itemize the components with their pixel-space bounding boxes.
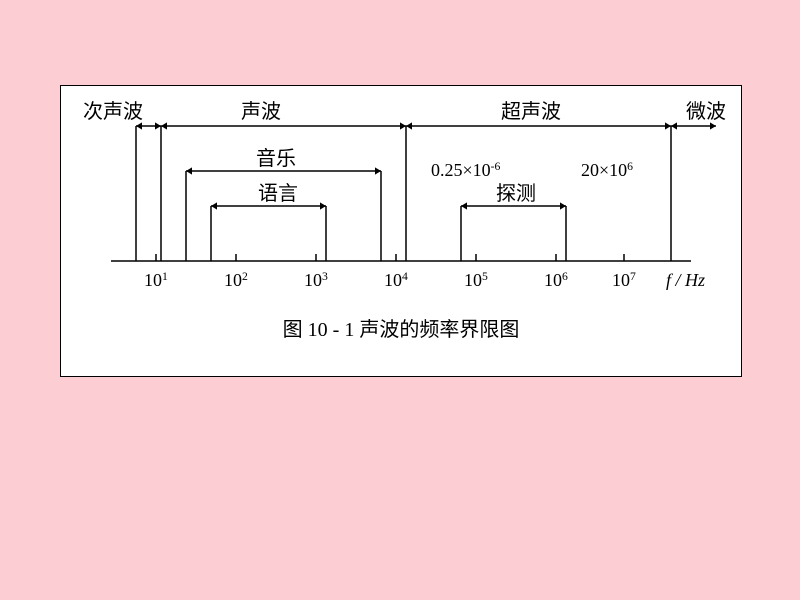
- region-label: 超声波: [501, 100, 561, 123]
- axis-tick-label: 102: [224, 270, 248, 291]
- axis-tick-label: 106: [544, 270, 568, 291]
- axis-tick-label: 107: [612, 270, 636, 291]
- diagram-canvas: 101 102 103 104 105 106 107 f / Hz 次声波 声波 超声波 微波音乐语…: [60, 85, 742, 377]
- region-label: 次声波: [83, 100, 143, 123]
- annotation: 20×106: [581, 160, 633, 181]
- region-label: 微波: [686, 100, 726, 123]
- subrange-label: 音乐: [256, 147, 296, 170]
- axis-unit: f / Hz: [666, 270, 705, 290]
- axis-tick-label: 101: [144, 270, 168, 291]
- region-label: 声波: [241, 100, 281, 123]
- annotation: 0.25×10-6: [431, 160, 501, 181]
- frequency-diagram: 101 102 103 104 105 106 107 f / Hz 次声波 声波 超声波 微波音乐语…: [61, 86, 741, 376]
- figure-caption: 图 10 - 1 声波的频率界限图: [283, 318, 520, 341]
- subrange-label: 探测: [496, 182, 536, 205]
- subrange-label: 语言: [258, 182, 298, 205]
- axis-tick-label: 104: [384, 270, 408, 291]
- axis-tick-label: 105: [464, 270, 488, 291]
- axis-tick-label: 103: [304, 270, 328, 291]
